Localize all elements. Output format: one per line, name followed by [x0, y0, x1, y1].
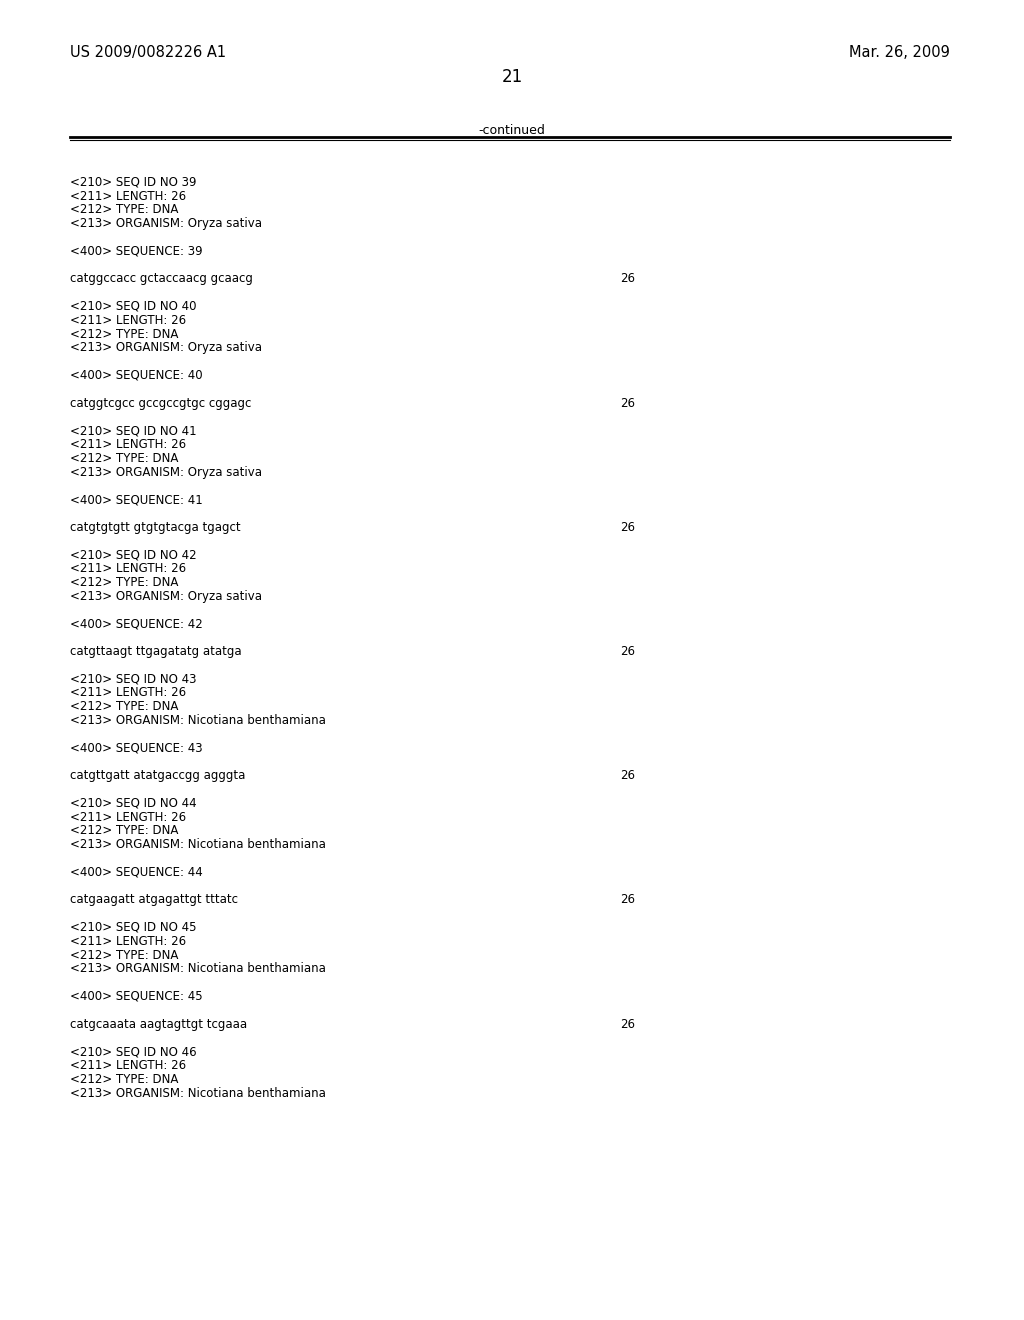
Text: <213> ORGANISM: Oryza sativa: <213> ORGANISM: Oryza sativa: [70, 218, 262, 230]
Text: <211> LENGTH: 26: <211> LENGTH: 26: [70, 190, 186, 202]
Text: <211> LENGTH: 26: <211> LENGTH: 26: [70, 810, 186, 824]
Text: catgcaaata aagtagttgt tcgaaa: catgcaaata aagtagttgt tcgaaa: [70, 1018, 247, 1031]
Text: catgaagatt atgagattgt tttatc: catgaagatt atgagattgt tttatc: [70, 894, 238, 907]
Text: <212> TYPE: DNA: <212> TYPE: DNA: [70, 576, 178, 589]
Text: <213> ORGANISM: Oryza sativa: <213> ORGANISM: Oryza sativa: [70, 590, 262, 603]
Text: 26: 26: [620, 645, 635, 657]
Text: <210> SEQ ID NO 43: <210> SEQ ID NO 43: [70, 673, 197, 685]
Text: 26: 26: [620, 396, 635, 409]
Text: catgttaagt ttgagatatg atatga: catgttaagt ttgagatatg atatga: [70, 645, 242, 657]
Text: <400> SEQUENCE: 44: <400> SEQUENCE: 44: [70, 866, 203, 879]
Text: 26: 26: [620, 272, 635, 285]
Text: <211> LENGTH: 26: <211> LENGTH: 26: [70, 935, 186, 948]
Text: <400> SEQUENCE: 41: <400> SEQUENCE: 41: [70, 494, 203, 506]
Text: <213> ORGANISM: Oryza sativa: <213> ORGANISM: Oryza sativa: [70, 342, 262, 354]
Text: US 2009/0082226 A1: US 2009/0082226 A1: [70, 45, 226, 59]
Text: <211> LENGTH: 26: <211> LENGTH: 26: [70, 314, 186, 327]
Text: <212> TYPE: DNA: <212> TYPE: DNA: [70, 203, 178, 216]
Text: <210> SEQ ID NO 44: <210> SEQ ID NO 44: [70, 797, 197, 809]
Text: <400> SEQUENCE: 43: <400> SEQUENCE: 43: [70, 742, 203, 755]
Text: <400> SEQUENCE: 40: <400> SEQUENCE: 40: [70, 370, 203, 381]
Text: <213> ORGANISM: Nicotiana benthamiana: <213> ORGANISM: Nicotiana benthamiana: [70, 714, 326, 727]
Text: <213> ORGANISM: Nicotiana benthamiana: <213> ORGANISM: Nicotiana benthamiana: [70, 838, 326, 851]
Text: <211> LENGTH: 26: <211> LENGTH: 26: [70, 438, 186, 451]
Text: 26: 26: [620, 1018, 635, 1031]
Text: <210> SEQ ID NO 40: <210> SEQ ID NO 40: [70, 300, 197, 313]
Text: <400> SEQUENCE: 42: <400> SEQUENCE: 42: [70, 618, 203, 631]
Text: <212> TYPE: DNA: <212> TYPE: DNA: [70, 451, 178, 465]
Text: <400> SEQUENCE: 45: <400> SEQUENCE: 45: [70, 990, 203, 1003]
Text: <212> TYPE: DNA: <212> TYPE: DNA: [70, 327, 178, 341]
Text: <210> SEQ ID NO 42: <210> SEQ ID NO 42: [70, 548, 197, 561]
Text: catggccacc gctaccaacg gcaacg: catggccacc gctaccaacg gcaacg: [70, 272, 253, 285]
Text: 21: 21: [502, 69, 522, 86]
Text: <211> LENGTH: 26: <211> LENGTH: 26: [70, 1059, 186, 1072]
Text: <212> TYPE: DNA: <212> TYPE: DNA: [70, 949, 178, 961]
Text: <213> ORGANISM: Nicotiana benthamiana: <213> ORGANISM: Nicotiana benthamiana: [70, 962, 326, 975]
Text: catgtgtgtt gtgtgtacga tgagct: catgtgtgtt gtgtgtacga tgagct: [70, 521, 241, 533]
Text: <211> LENGTH: 26: <211> LENGTH: 26: [70, 686, 186, 700]
Text: <213> ORGANISM: Nicotiana benthamiana: <213> ORGANISM: Nicotiana benthamiana: [70, 1086, 326, 1100]
Text: <210> SEQ ID NO 41: <210> SEQ ID NO 41: [70, 424, 197, 437]
Text: 26: 26: [620, 894, 635, 907]
Text: 26: 26: [620, 521, 635, 533]
Text: <212> TYPE: DNA: <212> TYPE: DNA: [70, 700, 178, 713]
Text: <212> TYPE: DNA: <212> TYPE: DNA: [70, 825, 178, 837]
Text: <210> SEQ ID NO 39: <210> SEQ ID NO 39: [70, 176, 197, 189]
Text: <212> TYPE: DNA: <212> TYPE: DNA: [70, 1073, 178, 1086]
Text: 26: 26: [620, 770, 635, 783]
Text: <211> LENGTH: 26: <211> LENGTH: 26: [70, 562, 186, 576]
Text: catgttgatt atatgaccgg agggta: catgttgatt atatgaccgg agggta: [70, 770, 246, 783]
Text: -continued: -continued: [478, 124, 546, 137]
Text: Mar. 26, 2009: Mar. 26, 2009: [849, 45, 950, 59]
Text: <210> SEQ ID NO 46: <210> SEQ ID NO 46: [70, 1045, 197, 1059]
Text: <213> ORGANISM: Oryza sativa: <213> ORGANISM: Oryza sativa: [70, 466, 262, 479]
Text: catggtcgcc gccgccgtgc cggagc: catggtcgcc gccgccgtgc cggagc: [70, 396, 251, 409]
Text: <210> SEQ ID NO 45: <210> SEQ ID NO 45: [70, 921, 197, 935]
Text: <400> SEQUENCE: 39: <400> SEQUENCE: 39: [70, 244, 203, 257]
